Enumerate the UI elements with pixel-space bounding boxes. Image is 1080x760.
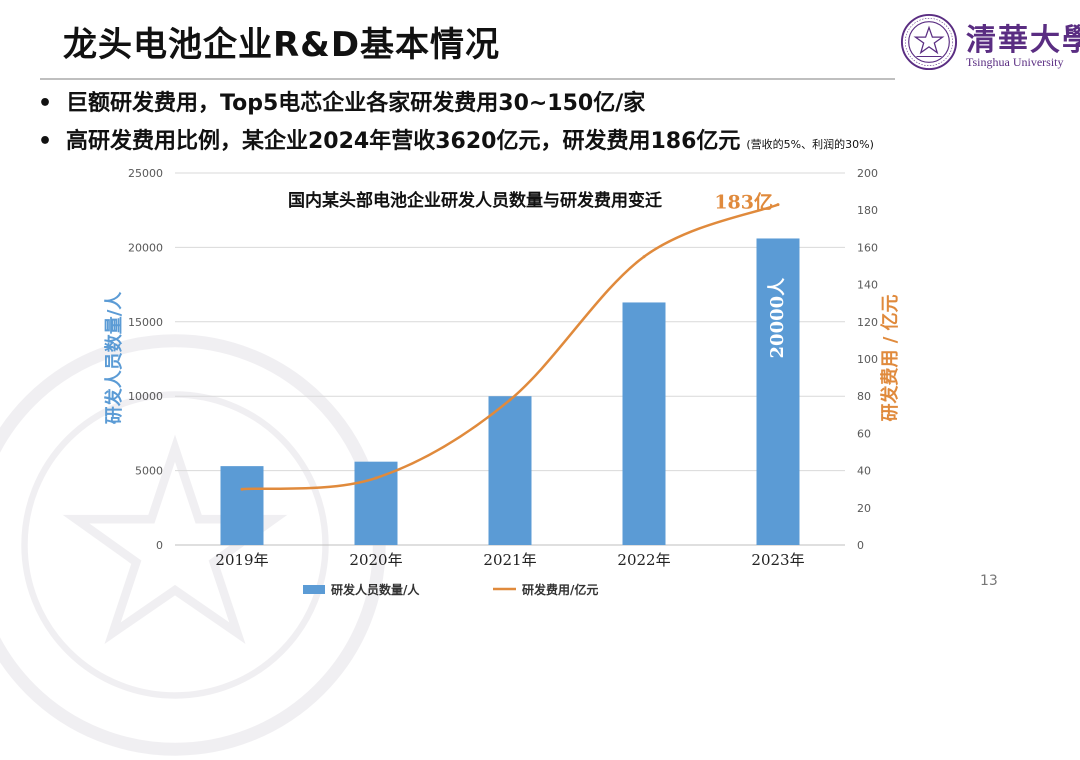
x-tick-label: 2020年 [349, 551, 402, 569]
x-tick-label: 2022年 [617, 551, 670, 569]
chart-annotations: 20000人 183亿 [714, 191, 788, 359]
bullet-text-2: 高研发费用比例，某企业2024年营收3620亿元，研发费用186亿元 [66, 129, 741, 154]
bar-data-label: 20000人 [767, 277, 788, 359]
y-axis-label-left: 研发人员数量/人 [103, 291, 125, 425]
right-tick-label: 180 [857, 204, 878, 217]
y-axis-label-right: 研发费用 / 亿元 [879, 294, 901, 421]
left-tick-label: 20000 [128, 241, 163, 254]
legend-swatch-bar [303, 585, 325, 594]
x-tick-label: 2023年 [751, 551, 804, 569]
logo-english-name: Tsinghua University [966, 55, 1064, 69]
line-series-path [241, 203, 779, 491]
left-tick-label: 5000 [135, 465, 163, 478]
chart-legend: 研发人员数量/人 研发费用/亿元 [303, 582, 598, 597]
bar-2021年 [488, 396, 532, 545]
bar-2022年 [622, 302, 666, 545]
bullet-note-2: (营收的5%、利润的30%) [746, 138, 874, 151]
tsinghua-logo: 清華大學 Tsinghua University [900, 13, 1080, 73]
logo-chinese-name: 清華大學 [966, 23, 1080, 58]
chart-title: 国内某头部电池企业研发人员数量与研发费用变迁 [288, 190, 662, 211]
page-number: 13 [980, 573, 998, 589]
bar-series [220, 203, 800, 546]
left-axis: 0 5000 10000 15000 20000 25000 [128, 167, 163, 552]
bullet-dot: • [38, 91, 53, 116]
right-tick-label: 200 [857, 167, 878, 180]
x-axis: 2019年 2020年 2021年 2022年 2023年 [215, 551, 804, 569]
right-tick-label: 100 [857, 353, 878, 366]
title-divider [40, 78, 895, 80]
right-tick-label: 80 [857, 390, 871, 403]
bullet-list: • 巨额研发费用，Top5电芯企业各家研发费用30~150亿/家 • 高研发费用比例… [38, 88, 874, 167]
bar-2020年 [354, 461, 398, 545]
right-tick-label: 40 [857, 465, 871, 478]
left-tick-label: 25000 [128, 167, 163, 180]
bullet-dot: • [38, 129, 53, 154]
bar-2023年 [756, 238, 800, 546]
legend-label-line: 研发费用/亿元 [522, 582, 598, 597]
left-tick-label: 0 [156, 539, 163, 552]
bullet-item-1: • 巨额研发费用，Top5电芯企业各家研发费用30~150亿/家 [38, 88, 874, 120]
tsinghua-seal-icon [900, 13, 958, 71]
legend-label-bar: 研发人员数量/人 [331, 582, 420, 597]
right-tick-label: 140 [857, 279, 878, 292]
right-tick-label: 20 [857, 502, 871, 515]
line-data-label: 183亿 [714, 191, 773, 214]
bullet-item-2: • 高研发费用比例，某企业2024年营收3620亿元，研发费用186亿元 (营收的5… [38, 126, 874, 161]
slide-title: 龙头电池企业R&D基本情况 [63, 25, 501, 65]
left-tick-label: 10000 [128, 390, 163, 403]
right-axis: 0 20 40 60 80 100 120 140 160 180 200 [857, 167, 878, 552]
x-tick-label: 2021年 [483, 551, 536, 569]
bar-2019年 [220, 466, 264, 545]
left-tick-label: 15000 [128, 316, 163, 329]
right-tick-label: 60 [857, 427, 871, 440]
right-tick-label: 160 [857, 241, 878, 254]
right-tick-label: 0 [857, 539, 864, 552]
right-tick-label: 120 [857, 316, 878, 329]
x-tick-label: 2019年 [215, 551, 268, 569]
rd-chart: 0 5000 10000 15000 20000 25000 0 20 40 60 80 100 12… [103, 167, 901, 597]
bullet-text-1: 巨额研发费用，Top5电芯企业各家研发费用30~150亿/家 [66, 91, 646, 116]
